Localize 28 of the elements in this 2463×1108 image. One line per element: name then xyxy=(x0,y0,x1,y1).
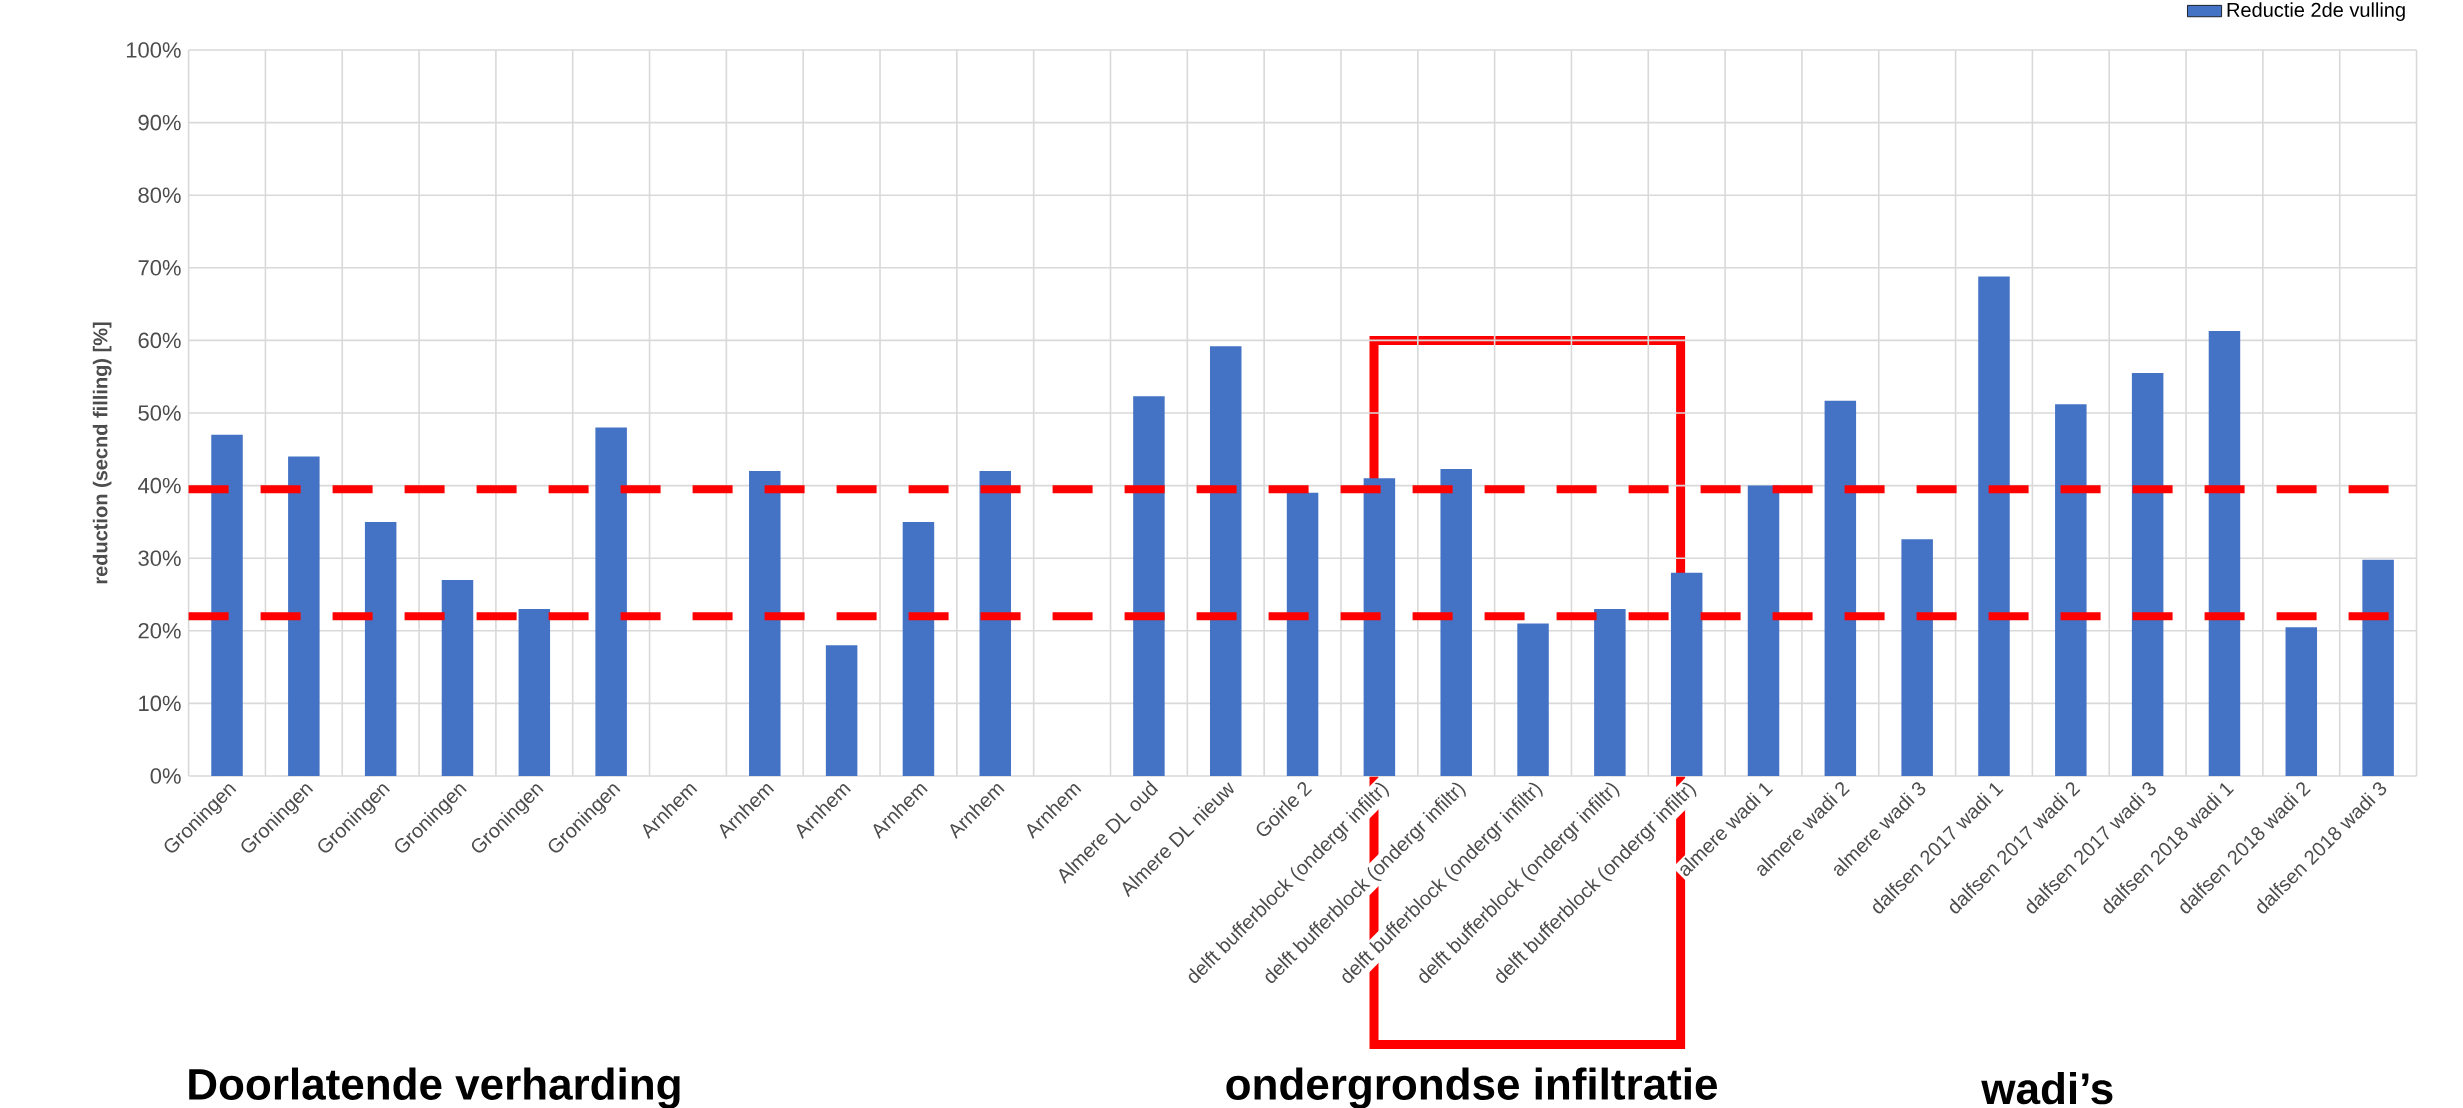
bar xyxy=(2362,559,2394,776)
text: wadi’s xyxy=(1981,1071,2113,1105)
bar xyxy=(1517,623,1549,776)
y-axis-title: reduction (secnd filling) [%] xyxy=(92,322,112,584)
bar xyxy=(1594,609,1626,776)
text: Doorlatende verharding xyxy=(189,1067,680,1108)
bar xyxy=(2055,404,2087,776)
bar xyxy=(1133,396,1165,776)
bar xyxy=(2285,627,2318,776)
y-tick-label: 20% xyxy=(138,623,181,639)
bar xyxy=(1901,539,1933,776)
legend-label: Reductie 2de vulling xyxy=(2227,2,2405,21)
y-tick-label: 40% xyxy=(138,477,181,494)
y-tick-label: 30% xyxy=(138,550,181,566)
bar xyxy=(2208,330,2241,776)
text: ondergrondse infiltratie xyxy=(1226,1067,1717,1108)
y-tick-label: 60% xyxy=(138,332,181,349)
bar xyxy=(1209,346,1242,776)
bar xyxy=(2131,373,2164,776)
y-tick-label: 70% xyxy=(138,260,181,276)
y-tick-label: 80% xyxy=(138,187,181,203)
bar xyxy=(1824,400,1857,776)
y-tick-label: 0% xyxy=(150,768,181,784)
y-tick-label: 90% xyxy=(138,114,181,131)
y-tick-label: 100% xyxy=(126,42,181,58)
y-tick-label: 10% xyxy=(139,695,181,712)
y-tick-label: 50% xyxy=(138,405,181,421)
bar xyxy=(1978,276,2010,776)
